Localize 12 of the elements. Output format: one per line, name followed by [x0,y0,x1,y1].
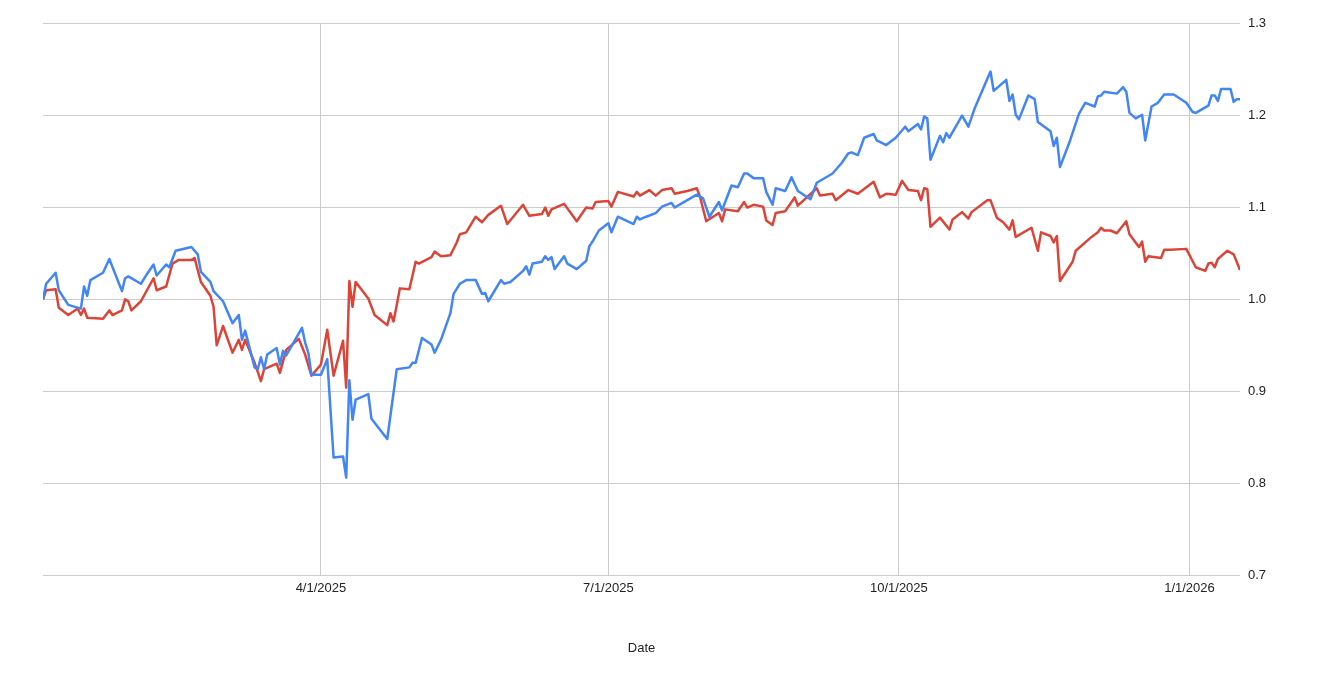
x-tick-label: 7/1/2025 [583,580,634,596]
y-tick-label: 1.3 [1248,15,1267,31]
y-tick-label: 0.8 [1248,474,1267,490]
y-tick-label: 0.7 [1248,566,1267,582]
x-tick-label: 1/1/2026 [1164,580,1215,596]
y-tick-label: 1.0 [1248,290,1267,306]
y-tick-label: 1.2 [1248,107,1267,123]
y-tick-label: 0.9 [1248,382,1267,398]
x-tick-label: 4/1/2025 [295,580,347,596]
x-axis-title: Date [627,639,656,655]
x-tick-label: 10/1/2025 [869,580,928,596]
y-tick-label: 1.1 [1248,199,1267,215]
